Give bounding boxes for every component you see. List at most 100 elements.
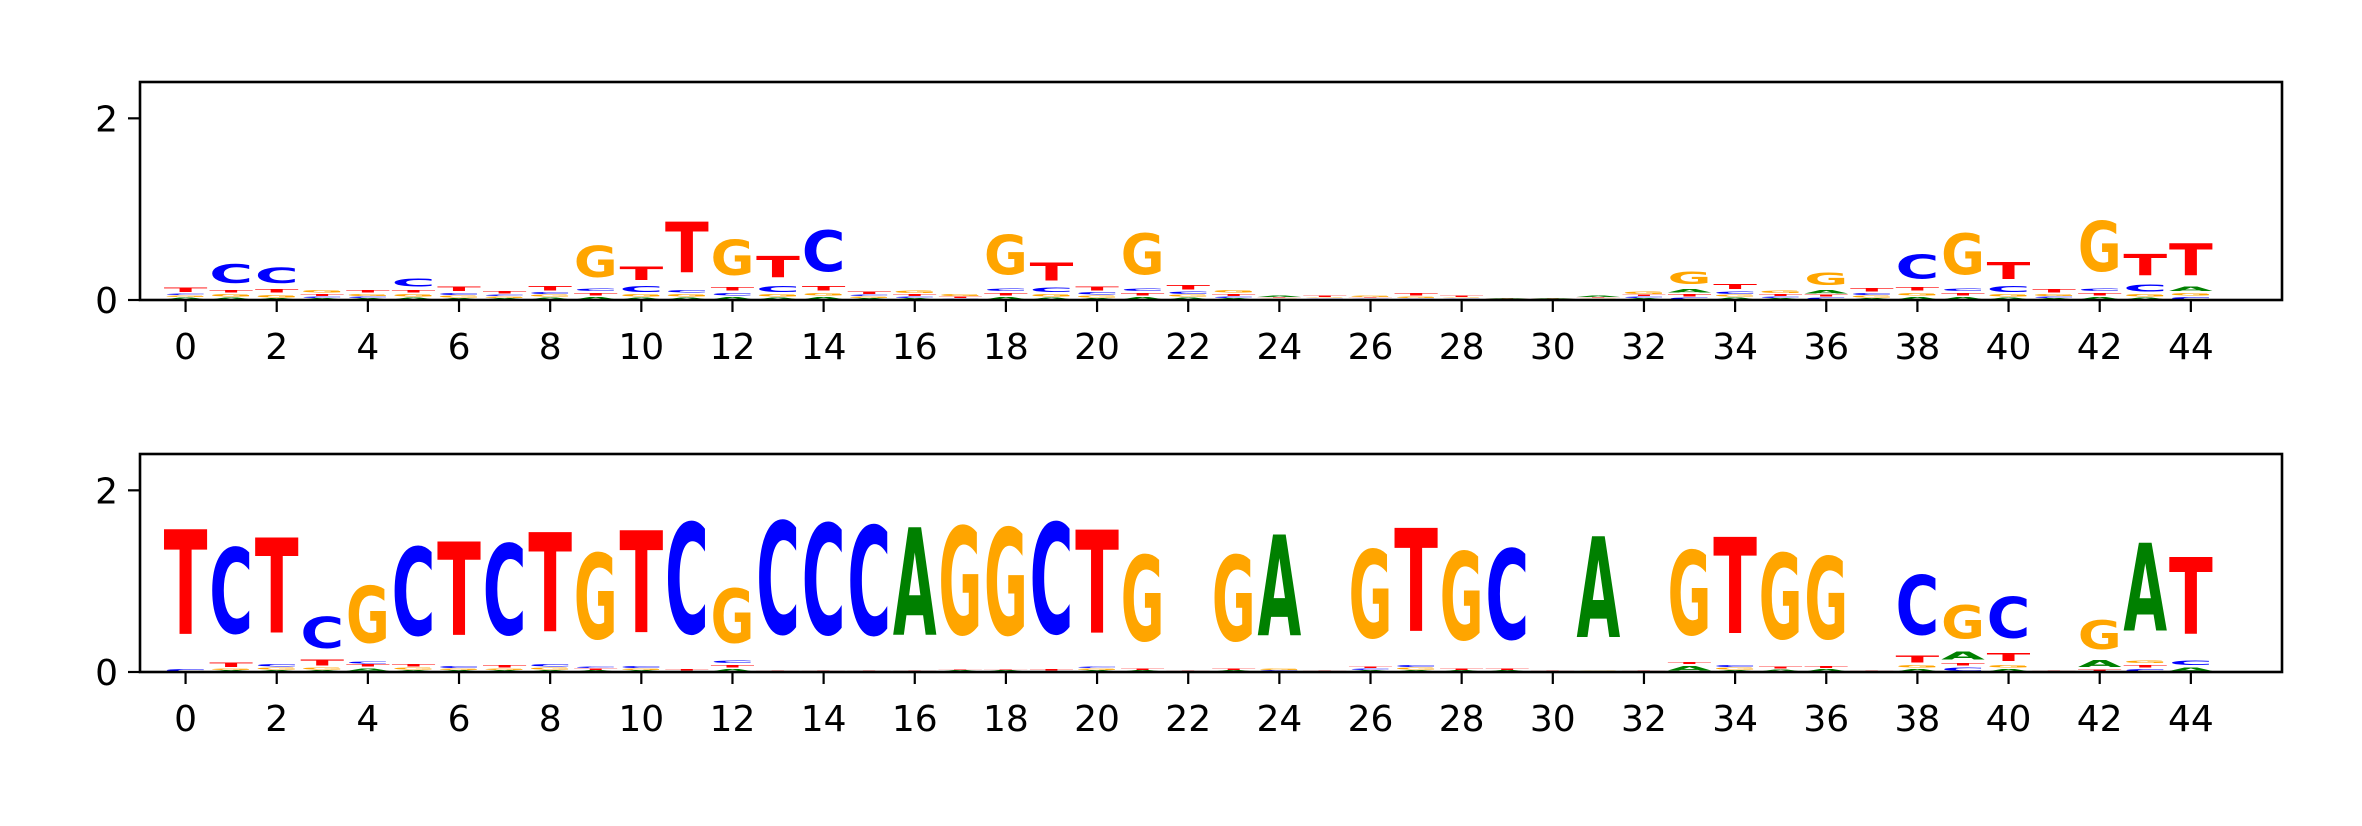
logo-letter-C: C [802, 219, 846, 285]
logo-letter-A: A [1668, 665, 1712, 672]
logo-letter-C: C [1622, 296, 1666, 298]
x-tick-label: 20 [1074, 699, 1120, 740]
logo-letter-G: G [802, 292, 846, 297]
logo-letter-G: G [209, 294, 253, 298]
logo-letter-G: G [300, 667, 344, 670]
logo-letter-G: G [1804, 269, 1848, 289]
x-tick-label: 38 [1894, 699, 1940, 740]
logo-letter-G: G [1121, 222, 1165, 288]
logo-letter-G: G [483, 668, 527, 670]
logo-letter-T: T [665, 669, 709, 671]
logo-letter-A: A [756, 297, 800, 300]
logo-letter-T: T [1804, 295, 1848, 298]
logo-letter-T: T [1713, 283, 1757, 291]
logo-letter-T: T [1804, 666, 1848, 669]
logo-letter-T: T [665, 208, 709, 289]
logo-letter-T: T [392, 664, 436, 668]
logo-letter-C: C [2169, 659, 2213, 666]
logo-letter-A: A [209, 297, 253, 300]
logo-letter-G: G [255, 667, 299, 670]
logo-letter-C: C [1394, 298, 1438, 299]
logo-letter-C: C [346, 296, 390, 298]
logo-letter-T: T [893, 670, 937, 671]
logo-letter-C: C [255, 263, 299, 289]
logo-letter-T: T [1987, 258, 2031, 285]
logo-letter-T: T [437, 516, 481, 665]
logo-letter-T: T [1075, 286, 1119, 292]
logo-letter-G: G [209, 668, 253, 670]
logo-letter-A: A [711, 668, 755, 672]
logo-letter-G: G [619, 668, 663, 670]
logo-letter-G: G [528, 667, 572, 670]
logo-letter-T: T [528, 285, 572, 292]
x-tick-label: 28 [1439, 327, 1485, 368]
logo-letter-C: C [2123, 283, 2167, 294]
x-tick-label: 22 [1165, 327, 1211, 368]
logo-letter-T: T [574, 668, 618, 670]
logo-letter-A: A [574, 296, 618, 300]
x-tick-label: 30 [1530, 327, 1576, 368]
x-tick-label: 32 [1621, 327, 1667, 368]
x-tick-label: 4 [356, 699, 379, 740]
logo-letter-C: C [1987, 585, 2031, 651]
logo-letter-T: T [2078, 669, 2122, 672]
logo-letter-T: T [1531, 670, 1575, 671]
logo-letter-A: A [1896, 296, 1940, 300]
logo-letter-T: T [2032, 670, 2076, 671]
logo-letter-T: T [300, 658, 344, 667]
logo-letter-A: A [1257, 296, 1301, 298]
logo-letter-G: G [847, 296, 891, 298]
logo-letter-G: G [1212, 289, 1256, 294]
logo-letter-T: T [1941, 292, 1985, 297]
logo-letter-A: A [164, 297, 208, 300]
logo-letter-G: G [1577, 298, 1621, 299]
logo-letter-T: T [574, 292, 618, 297]
x-tick-label: 18 [983, 699, 1029, 740]
logo-letter-C: C [938, 298, 982, 299]
logo-letter-T: T [1212, 294, 1256, 297]
logo-letter-A: A [2169, 286, 2213, 293]
logo-letter-C: C [1075, 292, 1119, 296]
x-tick-label: 10 [618, 699, 664, 740]
x-tick-label: 34 [1712, 327, 1758, 368]
logo-letter-C: C [1440, 298, 1484, 299]
logo-letter-T: T [711, 664, 755, 669]
logo-letter-G: G [2169, 293, 2213, 297]
top-logo-panel: AGCTAGTCAGTCACTGACGTAGTCAGCTAGCTAGCTATCG… [95, 80, 2284, 368]
logo-letter-G: G [756, 294, 800, 298]
logo-letter-T: T [437, 286, 481, 293]
logo-letter-C: C [1349, 668, 1393, 670]
x-tick-label: 4 [356, 327, 379, 368]
logo-letter-C: C [1850, 293, 1894, 296]
logo-letter-G: G [437, 295, 481, 298]
logo-letter-G: G [619, 294, 663, 298]
logo-letter-T: T [711, 286, 755, 291]
logo-letter-G: G [938, 294, 982, 297]
logo-letter-G: G [574, 238, 618, 288]
logo-letter-G: G [528, 295, 572, 298]
logo-letter-C: C [2032, 296, 2076, 298]
logo-letter-C: C [1987, 285, 2031, 294]
logo-letter-C: C [756, 492, 800, 670]
logo-letter-G: G [1303, 297, 1347, 298]
logo-letter-G: G [984, 499, 1028, 669]
logo-letter-T: T [209, 289, 253, 294]
x-tick-label: 44 [2168, 699, 2214, 740]
logo-letter-A: A [528, 297, 572, 300]
logo-letter-G: G [1896, 292, 1940, 297]
x-tick-label: 24 [1256, 327, 1302, 368]
logo-letter-T: T [802, 670, 846, 671]
logo-letter-A: A [1030, 297, 1074, 300]
logo-letter-T: T [1394, 293, 1438, 297]
logo-letter-T: T [255, 288, 299, 293]
logo-letter-C: C [984, 287, 1028, 292]
logo-letter-C: C [756, 285, 800, 294]
logo-letter-C: C [802, 494, 846, 670]
logo-letter-C: C [1121, 287, 1165, 292]
logo-letter-C: C [1303, 298, 1347, 299]
x-tick-label: 34 [1712, 699, 1758, 740]
logo-letter-G: G [1941, 597, 1985, 650]
y-tick-label: 0 [95, 653, 118, 694]
logo-letter-A: A [619, 297, 663, 300]
logo-letter-A: A [1531, 298, 1575, 299]
